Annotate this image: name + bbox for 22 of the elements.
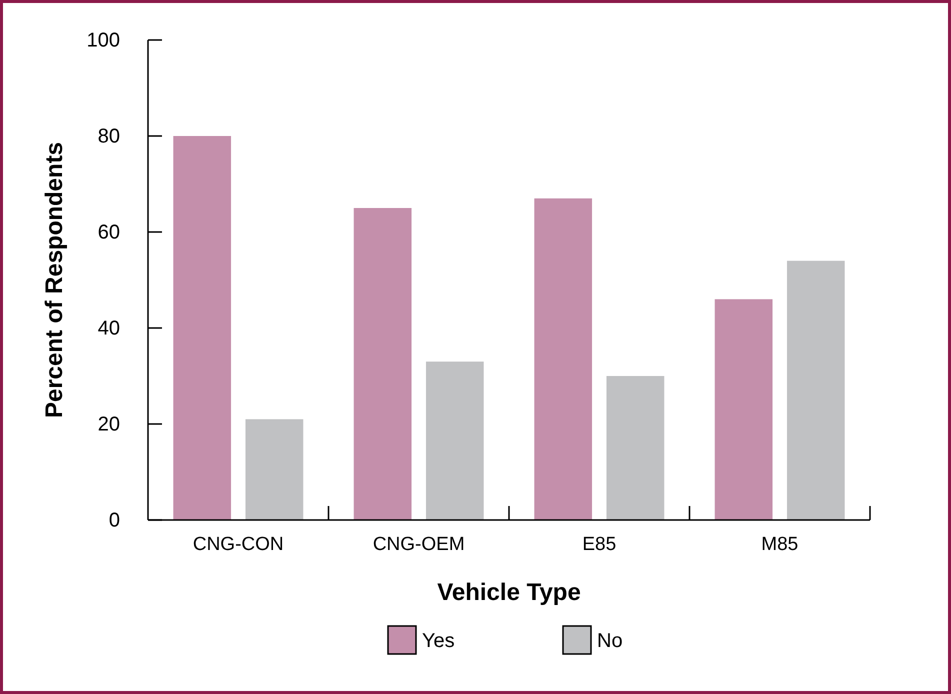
y-tick-label: 80 [98, 125, 120, 148]
y-tick-label: 20 [98, 413, 120, 436]
legend-label: No [597, 630, 623, 652]
bar [173, 136, 232, 520]
bar [534, 198, 592, 520]
x-tick-label: E85 [582, 534, 616, 555]
bar [786, 260, 845, 520]
y-tick-label: 60 [98, 221, 120, 244]
y-tick-label: 100 [86, 29, 120, 52]
y-tick-label: 0 [108, 509, 120, 532]
bar [426, 362, 484, 520]
bar [354, 208, 412, 520]
bar [245, 419, 304, 520]
x-tick-label: CNG-OEM [372, 534, 465, 555]
bar [714, 299, 773, 520]
y-axis-title: Percent of Respondents [41, 142, 68, 418]
legend-label: Yes [422, 630, 455, 652]
bar [606, 376, 664, 520]
x-axis-title: Vehicle Type [437, 579, 581, 606]
x-tick-label: CNG-CON [192, 534, 284, 555]
x-tick-label: M85 [761, 534, 798, 555]
y-tick-label: 40 [98, 317, 120, 340]
